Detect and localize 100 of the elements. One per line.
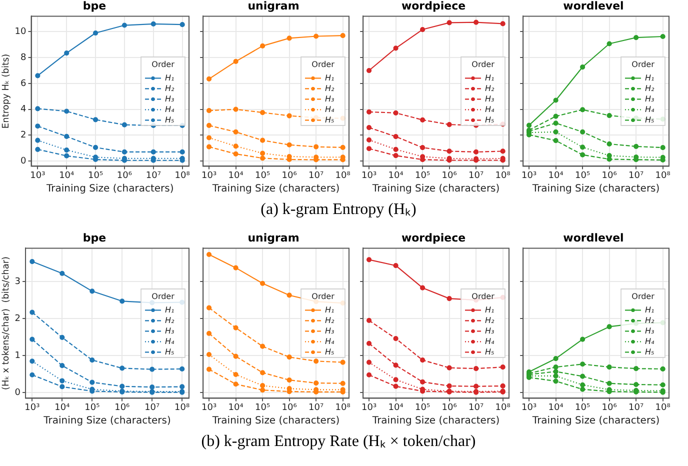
x-tick-label: 10³ — [24, 402, 40, 413]
legend-label: H₅ — [645, 347, 654, 356]
chart-title: wordpiece — [401, 0, 466, 12]
legend-label: H₄ — [645, 104, 656, 114]
x-tick-label: 10⁵ — [255, 402, 270, 413]
legend-label: H₃ — [485, 94, 494, 104]
legend-label: H₂ — [485, 316, 496, 325]
x-tick-label: 10⁶ — [116, 170, 132, 181]
x-tick-label: 10⁸ — [495, 402, 511, 413]
x-tick-label: 10⁷ — [628, 402, 644, 413]
x-tick-label: 10⁵ — [88, 170, 104, 181]
x-tick-label: 10⁴ — [388, 170, 404, 181]
x-tick-label: 10⁷ — [308, 402, 324, 413]
y-tick-label: 8 — [20, 52, 27, 63]
x-tick-label: 10⁴ — [54, 402, 70, 413]
y-tick-label: 10 — [14, 27, 27, 38]
x-tick-label: 10⁷ — [308, 170, 324, 181]
x-tick-label: 10⁸ — [335, 402, 351, 413]
chart-title: wordlevel — [563, 0, 624, 12]
legend-label: H₅ — [325, 347, 334, 356]
y-tick-label: 4 — [20, 104, 27, 115]
x-axis-title: Training Size (characters) — [531, 184, 660, 195]
legend-label: H₂ — [325, 316, 336, 325]
x-axis-title: Training Size (characters) — [211, 416, 340, 427]
legend-title: Order — [152, 292, 176, 302]
x-tick-label: 10⁵ — [575, 402, 590, 413]
legend-label: H₁ — [485, 305, 494, 314]
y-axis-title: Entropy Hₖ (bits) — [2, 54, 12, 129]
x-tick-label: 10⁷ — [468, 170, 484, 181]
x-tick-label: 10⁸ — [174, 402, 190, 413]
legend-label: H₄ — [485, 104, 496, 114]
y-tick-label: 1 — [14, 350, 21, 361]
legend-label: H₅ — [325, 115, 334, 124]
legend-title: Order — [632, 60, 656, 70]
x-tick-label: 10³ — [522, 170, 537, 181]
x-tick-label: 10⁵ — [255, 170, 270, 181]
legend-label: H₃ — [165, 326, 174, 336]
x-tick-label: 10⁶ — [282, 170, 298, 181]
x-tick-label: 10⁴ — [388, 402, 404, 413]
legend-label: H₁ — [645, 73, 654, 82]
x-tick-label: 10⁵ — [415, 170, 430, 181]
x-tick-label: 10⁸ — [655, 170, 671, 181]
legend-title: Order — [472, 60, 496, 70]
y-tick-label: 3 — [14, 276, 21, 287]
legend-label: H₂ — [645, 84, 656, 93]
x-tick-label: 10⁵ — [84, 402, 100, 413]
legend-title: Order — [472, 292, 496, 302]
legend-label: H₃ — [325, 94, 334, 104]
x-tick-label: 10⁸ — [174, 170, 190, 181]
x-tick-label: 10⁴ — [228, 170, 244, 181]
x-axis-title: Training Size (characters) — [371, 184, 500, 195]
x-tick-label: 10⁴ — [548, 170, 564, 181]
legend-label: H₂ — [165, 84, 176, 93]
y-axis-title: (Hₖ x tokens/char) (bits/char) — [2, 256, 12, 390]
legend-label: H₁ — [165, 305, 174, 314]
legend-label: H₃ — [325, 326, 334, 336]
legend-label: H₅ — [645, 115, 654, 124]
chart-title: bpe — [82, 0, 106, 12]
legend-label: H₂ — [485, 84, 496, 93]
legend-label: H₃ — [645, 94, 654, 104]
x-tick-label: 10⁸ — [495, 170, 511, 181]
legend-title: Order — [152, 60, 176, 70]
x-tick-label: 10³ — [362, 402, 377, 413]
x-tick-label: 10⁴ — [548, 402, 564, 413]
x-tick-label: 10⁴ — [59, 170, 75, 181]
legend-label: H₄ — [165, 104, 176, 114]
x-tick-label: 10⁶ — [442, 402, 458, 413]
x-tick-label: 10⁷ — [628, 170, 644, 181]
x-tick-label: 10⁷ — [468, 402, 484, 413]
y-tick-label: 0 — [20, 156, 27, 166]
text: (b) k-gram Entropy Rate (Hₖ × token/char) — [200, 432, 477, 451]
x-axis-title: Training Size (characters) — [211, 184, 340, 195]
x-tick-label: 10³ — [202, 402, 217, 413]
x-tick-label: 10³ — [362, 170, 377, 181]
text: (a) k-gram Entropy (Hₖ) — [260, 200, 418, 219]
legend-title: Order — [632, 292, 656, 302]
legend-label: H₃ — [165, 94, 174, 104]
chart-title: unigram — [248, 231, 300, 244]
y-tick-label: 2 — [14, 314, 21, 324]
x-axis-title: Training Size (characters) — [42, 416, 171, 427]
chart-title: bpe — [82, 231, 106, 244]
x-tick-label: 10⁶ — [442, 170, 458, 181]
x-axis-title: Training Size (characters) — [46, 184, 174, 195]
legend-title: Order — [312, 60, 336, 70]
x-tick-label: 10³ — [30, 170, 46, 181]
x-tick-label: 10⁵ — [415, 402, 430, 413]
legend-label: H₅ — [165, 347, 174, 356]
x-axis-title: Training Size (characters) — [371, 416, 500, 427]
legend-label: H₄ — [325, 336, 336, 346]
legend-label: H₅ — [165, 115, 174, 124]
x-tick-label: 10⁶ — [602, 402, 618, 413]
x-tick-label: 10³ — [202, 170, 217, 181]
legend-label: H₄ — [165, 336, 176, 346]
y-tick-label: 0 — [14, 388, 21, 398]
legend-label: H₁ — [165, 73, 174, 82]
legend-label: H₂ — [645, 316, 656, 325]
legend-label: H₂ — [325, 84, 336, 93]
legend-label: H₂ — [165, 316, 176, 325]
x-tick-label: 10⁶ — [282, 402, 298, 413]
legend-label: H₅ — [485, 115, 494, 124]
